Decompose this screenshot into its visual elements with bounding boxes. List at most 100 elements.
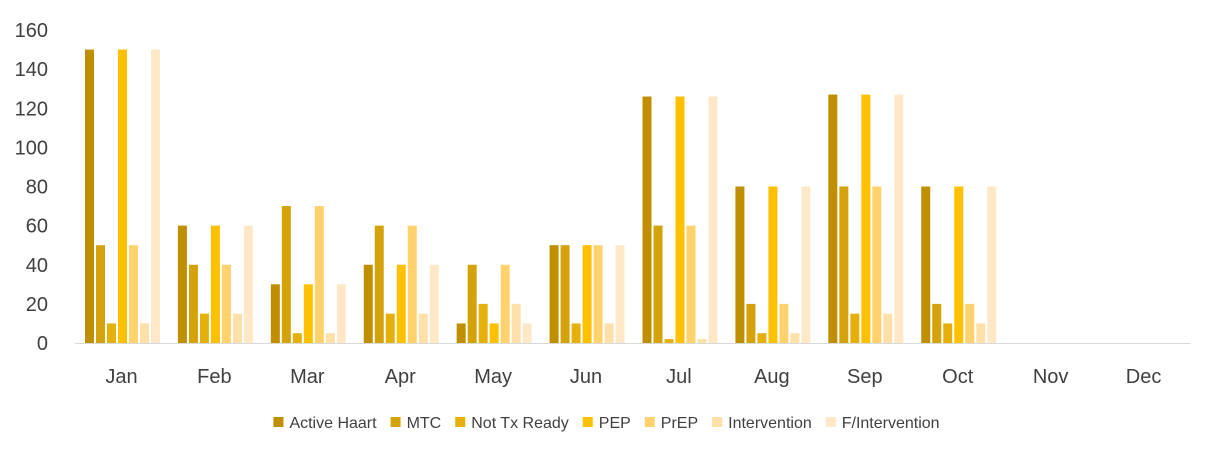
legend-label: PEP (599, 415, 631, 432)
bar-mar-active-haart (270, 284, 280, 343)
y-axis-ticks: 0 20 40 60 80 100 120 140 160 (15, 20, 48, 355)
bar-mar-not-tx-ready (292, 333, 302, 343)
bar-feb-mtc (188, 264, 198, 343)
legend-label: Not Tx Ready (471, 415, 569, 432)
bar-aug-prep (779, 303, 789, 343)
bar-oct-active-haart (921, 186, 931, 343)
bar-jul-prep (686, 225, 696, 343)
bar-jan-not-tx-ready (107, 323, 116, 343)
bar-aug-not-tx-ready (757, 333, 767, 343)
y-tick-label: 20 (26, 294, 48, 316)
bar-apr-f-intervention (429, 264, 439, 343)
bar-oct-not-tx-ready (943, 323, 953, 343)
bar-feb-prep (221, 264, 231, 343)
bar-apr-prep (407, 225, 417, 343)
legend-label: MTC (407, 415, 442, 432)
x-tick-label: Oct (942, 366, 974, 388)
bar-may-active-haart (456, 323, 466, 343)
bars (85, 49, 997, 344)
bar-jun-active-haart (549, 245, 559, 343)
x-tick-label: Apr (385, 366, 416, 388)
legend-swatch (390, 417, 401, 427)
bar-mar-mtc (281, 206, 291, 343)
legend-swatch (825, 417, 836, 427)
bar-may-mtc (467, 264, 477, 343)
legend: Active Haart MTC Not Tx Ready PEP PrEP Interv… (273, 415, 940, 432)
bar-jan-f-intervention (151, 49, 160, 343)
bar-oct-prep (965, 303, 975, 343)
bar-oct-f-intervention (987, 186, 997, 343)
y-tick-label: 40 (26, 255, 48, 277)
y-tick-label: 80 (26, 177, 48, 199)
bar-oct-mtc (932, 303, 942, 343)
y-tick-label: 140 (15, 59, 48, 81)
bar-apr-not-tx-ready (385, 313, 395, 343)
bar-sep-intervention (883, 313, 893, 343)
bar-feb-intervention (232, 313, 242, 343)
bar-feb-f-intervention (243, 225, 253, 343)
bar-sep-not-tx-ready (850, 313, 860, 343)
bar-feb-not-tx-ready (199, 313, 209, 343)
bar-jul-mtc (653, 225, 663, 343)
bar-aug-f-intervention (801, 186, 811, 343)
bar-feb-pep (210, 225, 220, 343)
y-tick-label: 100 (15, 137, 48, 159)
bar-may-pep (489, 323, 499, 343)
y-tick-label: 120 (15, 98, 48, 120)
bar-sep-active-haart (828, 94, 838, 344)
bar-may-f-intervention (522, 323, 532, 343)
bar-apr-mtc (374, 225, 384, 343)
x-tick-label: May (474, 366, 512, 388)
bar-oct-intervention (976, 323, 986, 343)
bar-aug-mtc (746, 303, 756, 343)
bar-mar-prep (314, 206, 324, 343)
bar-jan-prep (129, 245, 138, 343)
bar-jul-not-tx-ready (664, 339, 674, 343)
legend-swatch (712, 417, 723, 427)
bar-aug-active-haart (735, 186, 745, 343)
bar-jan-intervention (140, 323, 149, 343)
x-axis-ticks: Jan Feb Mar Apr May Jun Jul Aug Sep Oct Nov Dec (105, 366, 1161, 388)
bar-jun-intervention (604, 323, 614, 343)
x-tick-label: Jun (570, 366, 602, 388)
bar-apr-pep (396, 264, 406, 343)
legend-label: Intervention (728, 415, 812, 432)
bar-jul-pep (675, 96, 685, 343)
legend-label: F/Intervention (842, 415, 940, 432)
x-tick-label: Aug (754, 366, 790, 388)
bar-apr-active-haart (363, 264, 373, 343)
bar-aug-intervention (790, 333, 800, 343)
bar-jan-mtc (96, 245, 105, 343)
bar-apr-intervention (418, 313, 428, 343)
bar-jan-pep (118, 49, 127, 343)
bar-feb-active-haart (177, 225, 187, 343)
legend-swatch (582, 417, 593, 427)
bar-mar-pep (303, 284, 313, 343)
y-tick-label: 160 (15, 20, 48, 42)
bar-may-prep (500, 264, 510, 343)
bar-jun-pep (582, 245, 592, 343)
bar-jul-f-intervention (708, 96, 718, 343)
bar-sep-pep (861, 94, 871, 344)
x-tick-label: Mar (290, 366, 325, 388)
y-tick-label: 60 (26, 216, 48, 238)
bar-jul-intervention (697, 339, 707, 343)
legend-swatch (644, 417, 655, 427)
bar-sep-mtc (839, 186, 849, 343)
bar-jun-prep (593, 245, 603, 343)
legend-label: PrEP (661, 415, 698, 432)
bar-may-intervention (511, 303, 521, 343)
bar-mar-intervention (325, 333, 335, 343)
x-tick-label: Nov (1033, 366, 1069, 388)
bar-sep-prep (872, 186, 882, 343)
x-tick-label: Dec (1126, 366, 1162, 388)
bar-jan-active-haart (85, 49, 94, 343)
bar-jun-mtc (560, 245, 570, 343)
bar-jun-f-intervention (615, 245, 625, 343)
bar-oct-pep (954, 186, 964, 343)
legend-label: Active Haart (289, 415, 377, 432)
legend-swatch (273, 417, 284, 427)
legend-swatch (455, 417, 466, 427)
